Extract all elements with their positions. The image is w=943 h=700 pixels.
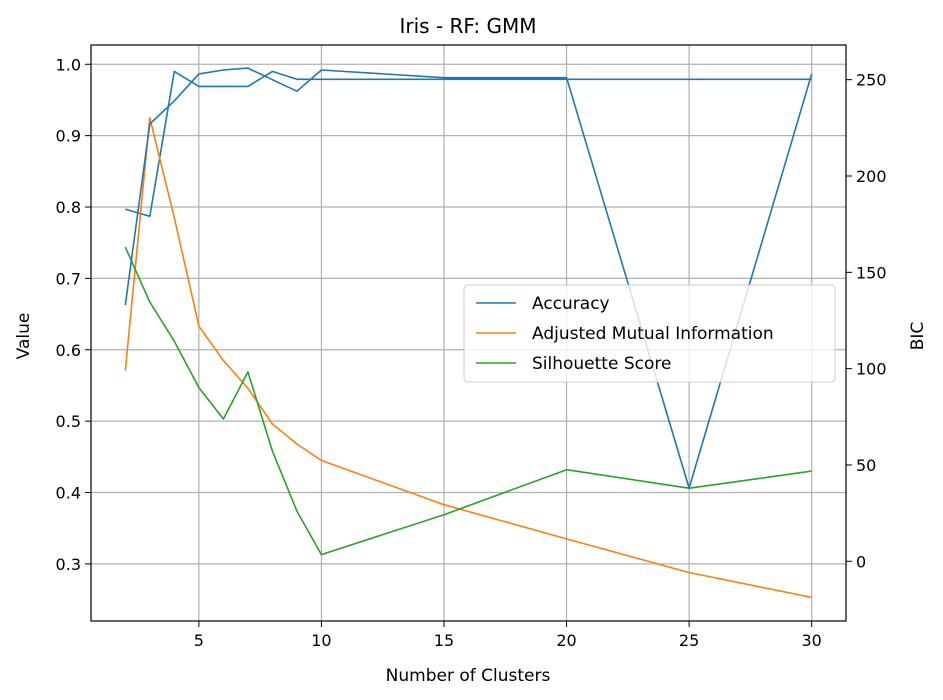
series-line-silhouette-score: [124, 246, 812, 556]
legend-label: Accuracy: [532, 294, 610, 314]
y-axis-label: Value: [14, 313, 34, 360]
x-tick-label: 5: [194, 631, 204, 650]
y2-tick-label: 100: [856, 360, 887, 379]
y-tick-label: 0.8: [56, 198, 81, 217]
y2-tick-label: 250: [856, 71, 887, 90]
series-line-bic-3: [124, 67, 813, 489]
y-tick-label: 0.7: [56, 269, 81, 288]
series-line-accuracy: [125, 70, 812, 218]
x-tick-label: 30: [802, 631, 822, 650]
y2-tick-label: 50: [856, 456, 876, 475]
legend-label: Silhouette Score: [532, 354, 671, 374]
legend-box: [463, 284, 836, 383]
x-tick-label: 25: [679, 631, 699, 650]
x-tick-label: 15: [434, 631, 454, 650]
y-tick-label: 0.4: [56, 484, 81, 503]
chart-title: Iris - RF: GMM: [400, 14, 537, 38]
y2-axis-label: BIC: [908, 322, 928, 351]
plot-frame: [90, 44, 847, 622]
y2-tick-label: 0: [856, 552, 866, 571]
x-axis-label: Number of Clusters: [386, 666, 551, 686]
y-tick-label: 1.0: [56, 55, 81, 74]
y-tick-label: 0.6: [56, 341, 81, 360]
y2-tick-label: 200: [856, 167, 887, 186]
y-tick-label: 0.9: [56, 127, 81, 146]
x-tick-label: 20: [556, 631, 576, 650]
y-tick-label: 0.5: [56, 412, 81, 431]
y-tick-label: 0.3: [56, 555, 81, 574]
series-line-adjusted-mutual-information: [124, 117, 812, 599]
legend-label: Adjusted Mutual Information: [532, 324, 774, 344]
y2-tick-label: 150: [856, 263, 887, 282]
x-tick-label: 10: [311, 631, 331, 650]
